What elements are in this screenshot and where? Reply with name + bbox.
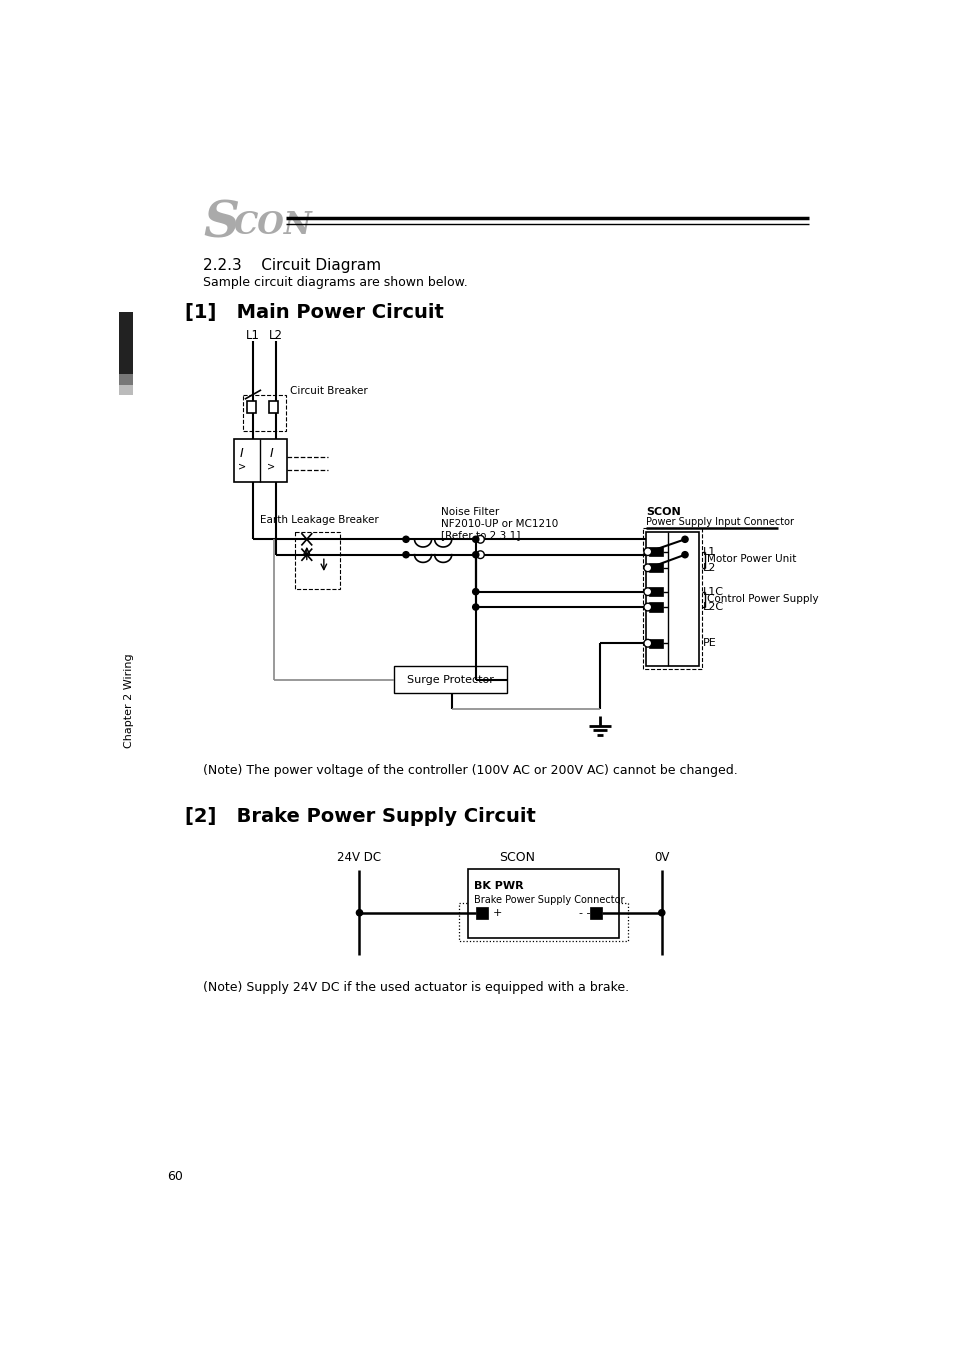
Circle shape: [356, 910, 362, 915]
Text: Motor Power Unit: Motor Power Unit: [707, 555, 796, 564]
Bar: [468, 869, 618, 938]
Text: (Note) Supply 24V DC if the used actuator is equipped with a brake.: (Note) Supply 24V DC if the used actuato…: [203, 981, 628, 994]
Bar: [649, 547, 662, 556]
Text: SCON: SCON: [498, 850, 535, 864]
Bar: [649, 587, 662, 597]
Text: S: S: [203, 198, 239, 248]
Text: CON: CON: [233, 209, 313, 240]
Circle shape: [643, 640, 651, 647]
Bar: [294, 532, 340, 590]
Circle shape: [643, 603, 651, 612]
Bar: [649, 602, 662, 612]
Text: >: >: [237, 462, 246, 472]
Text: L2C: L2C: [702, 602, 723, 612]
Bar: [269, 401, 278, 413]
Text: Chapter 2 Wiring: Chapter 2 Wiring: [124, 653, 133, 748]
Text: Sample circuit diagrams are shown below.: Sample circuit diagrams are shown below.: [203, 277, 467, 289]
Text: Surge Protector: Surge Protector: [406, 675, 493, 686]
Circle shape: [658, 910, 664, 915]
Circle shape: [681, 552, 687, 558]
Text: Earth Leakage Breaker: Earth Leakage Breaker: [260, 516, 378, 525]
Text: Power Supply Input Connector: Power Supply Input Connector: [645, 517, 794, 528]
Text: [1]   Main Power Circuit: [1] Main Power Circuit: [185, 304, 443, 323]
Text: (Note) The power voltage of the controller (100V AC or 200V AC) cannot be change: (Note) The power voltage of the controll…: [203, 764, 737, 776]
Circle shape: [643, 548, 651, 555]
Circle shape: [476, 551, 484, 559]
Text: 2.2.3    Circuit Diagram: 2.2.3 Circuit Diagram: [203, 258, 380, 274]
Text: L1: L1: [702, 547, 716, 556]
Circle shape: [472, 536, 478, 543]
Circle shape: [681, 536, 687, 543]
Text: L2: L2: [269, 329, 282, 342]
Bar: [233, 439, 286, 482]
Bar: [458, 903, 628, 941]
Text: +: +: [493, 907, 501, 918]
Bar: [394, 667, 506, 694]
Circle shape: [402, 552, 409, 558]
Text: >: >: [267, 462, 274, 472]
Text: L1C: L1C: [702, 587, 723, 597]
Bar: [589, 907, 601, 919]
Bar: [119, 385, 133, 394]
Circle shape: [472, 552, 478, 558]
Circle shape: [643, 587, 651, 595]
Bar: [247, 401, 256, 413]
Text: 0V: 0V: [654, 850, 669, 864]
Text: [2]   Brake Power Supply Circuit: [2] Brake Power Supply Circuit: [185, 807, 536, 826]
Bar: [649, 639, 662, 648]
Text: Control Power Supply: Control Power Supply: [707, 594, 819, 605]
Circle shape: [643, 564, 651, 571]
Text: Brake Power Supply Connector: Brake Power Supply Connector: [474, 895, 624, 905]
Text: Noise Filter
NF2010-UP or MC1210
[Refer to 2.3.1]: Noise Filter NF2010-UP or MC1210 [Refer …: [440, 508, 558, 540]
Text: L1: L1: [245, 329, 259, 342]
Text: Circuit Breaker: Circuit Breaker: [290, 386, 367, 397]
Text: I: I: [269, 447, 273, 459]
Bar: [649, 563, 662, 572]
Bar: [119, 374, 133, 385]
Text: 60: 60: [167, 1170, 183, 1184]
Circle shape: [402, 536, 409, 543]
Circle shape: [476, 536, 484, 543]
Text: - -: - -: [578, 907, 590, 918]
Bar: [642, 528, 701, 668]
Bar: [119, 312, 133, 374]
Bar: [476, 907, 488, 919]
Text: L2: L2: [702, 563, 716, 572]
Text: 24V DC: 24V DC: [337, 850, 381, 864]
Text: PE: PE: [702, 639, 716, 648]
Text: BK PWR: BK PWR: [474, 880, 523, 891]
Text: SCON: SCON: [645, 508, 680, 517]
Text: I: I: [239, 447, 243, 459]
Bar: [645, 532, 699, 667]
Circle shape: [472, 603, 478, 610]
Bar: [243, 394, 286, 432]
Circle shape: [472, 589, 478, 595]
